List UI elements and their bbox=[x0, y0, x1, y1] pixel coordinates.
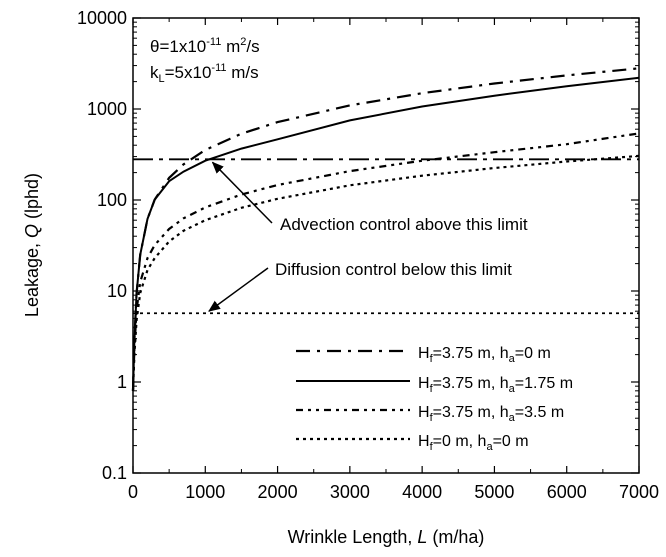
x-tick-label: 7000 bbox=[619, 482, 659, 502]
legend-label-2: Hf=3.75 m, ha=1.75 m bbox=[418, 375, 573, 395]
y-tick-label: 0.1 bbox=[102, 463, 127, 483]
x-tick-label: 2000 bbox=[258, 482, 298, 502]
annotation-arrow-1 bbox=[211, 161, 273, 224]
param-theta: θ=1x10-11 m2/s bbox=[150, 36, 260, 56]
series-line-3 bbox=[131, 132, 640, 391]
data-series-group bbox=[131, 67, 640, 391]
param-kl: kL=5x10-11 m/s bbox=[150, 62, 259, 85]
y-axis-title: Leakage, Q (lphd) bbox=[22, 173, 42, 317]
y-tick-label: 10 bbox=[107, 281, 127, 301]
legend: Hf=3.75 m, ha=0 m Hf=3.75 m, ha=1.75 m H… bbox=[296, 345, 573, 453]
series-line-2 bbox=[132, 76, 640, 391]
y-tick-label: 10000 bbox=[77, 8, 127, 28]
x-tick-label: 1000 bbox=[185, 482, 225, 502]
x-tick-label: 5000 bbox=[474, 482, 514, 502]
reference-lines-group bbox=[133, 158, 639, 315]
series-line-1 bbox=[131, 67, 640, 391]
x-tick-label: 0 bbox=[128, 482, 138, 502]
x-tick-label: 4000 bbox=[402, 482, 442, 502]
legend-label-1: Hf=3.75 m, ha=0 m bbox=[418, 345, 551, 365]
y-axis-ticks: 0.1 1 10 100 1000 10000 bbox=[77, 8, 639, 483]
x-tick-label: 3000 bbox=[330, 482, 370, 502]
y-tick-label: 1 bbox=[117, 372, 127, 392]
series-line-4 bbox=[131, 154, 640, 391]
legend-label-3: Hf=3.75 m, ha=3.5 m bbox=[418, 404, 564, 424]
legend-label-4: Hf=0 m, ha=0 m bbox=[418, 433, 529, 453]
x-axis-title: Wrinkle Length, L (m/ha) bbox=[288, 527, 485, 547]
x-tick-label: 6000 bbox=[547, 482, 587, 502]
annotation-arrow-2 bbox=[208, 267, 269, 312]
x-axis-ticks: 0 1000 2000 3000 4000 5000 6000 7000 bbox=[128, 18, 659, 502]
y-tick-label: 100 bbox=[97, 190, 127, 210]
diffusion-annotation: Diffusion control below this limit bbox=[275, 260, 512, 279]
advection-annotation: Advection control above this limit bbox=[280, 215, 528, 234]
y-tick-label: 1000 bbox=[87, 99, 127, 119]
